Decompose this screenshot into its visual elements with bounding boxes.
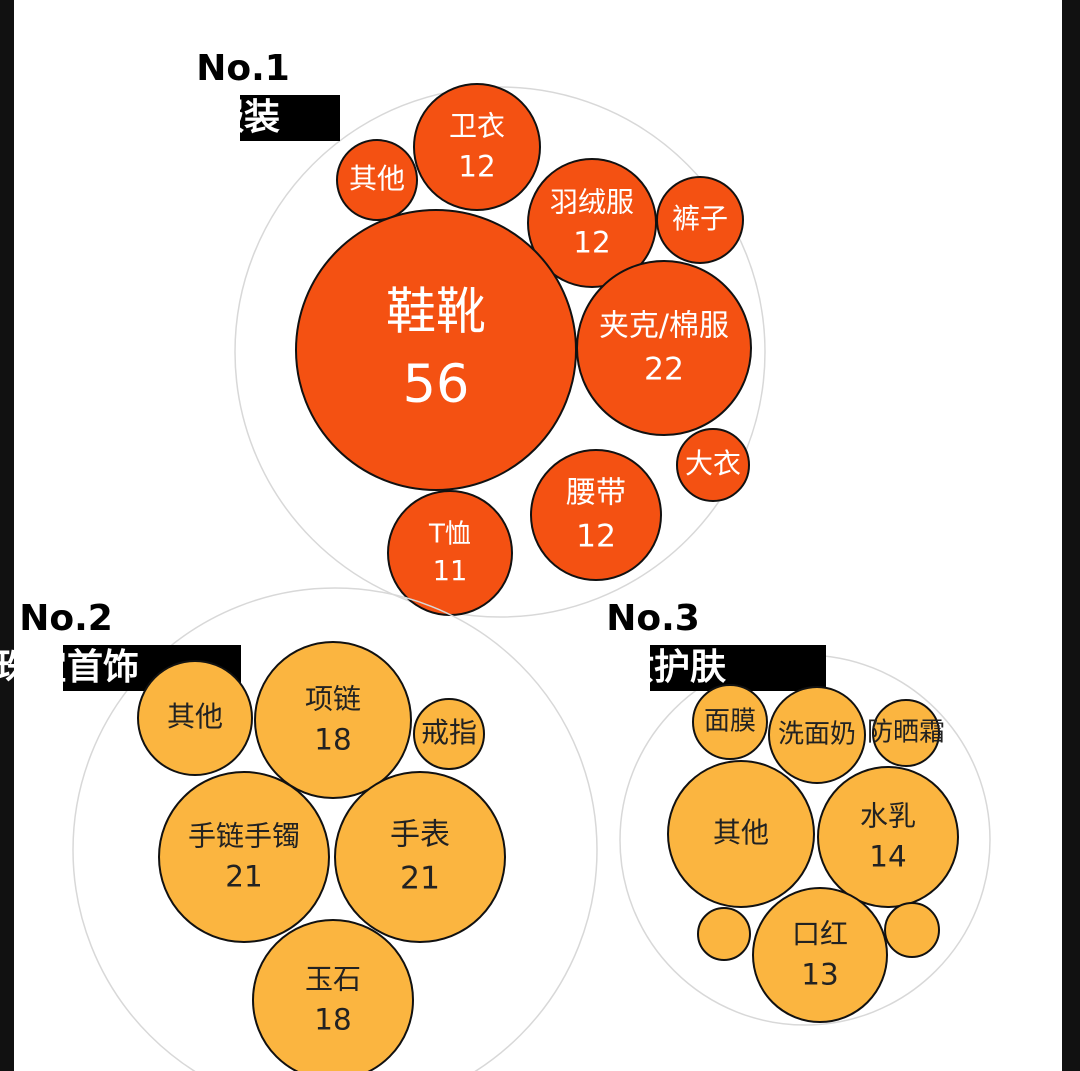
- bubble-label: 腰带: [566, 476, 626, 511]
- bubble-label: 鞋靴: [386, 283, 486, 341]
- bubble: [137, 660, 253, 776]
- bubble-value: 12: [576, 519, 616, 555]
- bubble: [413, 83, 541, 211]
- bubble-label: 夹克/棉服: [599, 309, 729, 344]
- bubble-label: 口红: [792, 917, 848, 950]
- bubble: [676, 428, 750, 502]
- group-outline: [234, 86, 766, 618]
- bubble-value: 13: [801, 958, 838, 992]
- bubble: [527, 158, 657, 288]
- bubble-label: 面膜: [704, 707, 756, 737]
- bubble: [752, 887, 888, 1023]
- bubble-label: 手链手镯: [188, 819, 300, 852]
- group-title: 服装: [208, 97, 280, 138]
- bubble-label: 手表: [390, 818, 450, 853]
- right-edge: [1062, 0, 1080, 1071]
- rank-label: No.2: [19, 598, 113, 639]
- bubble-value: 22: [644, 352, 684, 388]
- bubble-label: 其他: [349, 162, 405, 195]
- bubble-label: 裤子: [672, 202, 728, 235]
- rank-label: No.1: [196, 48, 290, 89]
- bubble-label: 大衣: [685, 447, 741, 480]
- bubble-value: 56: [403, 354, 470, 415]
- bubble-value: 14: [869, 840, 906, 874]
- bubble: [387, 490, 513, 616]
- bubble-value: 12: [573, 226, 610, 260]
- bubble: [334, 771, 506, 943]
- bubble: [697, 907, 751, 961]
- bubble-value: 18: [314, 723, 351, 757]
- bubble-value: 21: [400, 861, 440, 897]
- bubble: [295, 209, 577, 491]
- left-edge: [0, 0, 14, 1071]
- bubble: [872, 699, 940, 767]
- bubble-label: 卫衣: [449, 109, 505, 142]
- bubble: [530, 449, 662, 581]
- bubble-value: 21: [225, 860, 262, 894]
- bubble-label: 羽绒服: [550, 185, 634, 218]
- bubble: [158, 771, 330, 943]
- bubble: [884, 902, 940, 958]
- group-title: 美妆护肤: [582, 647, 726, 688]
- bubble: [576, 260, 752, 436]
- group-outline: [72, 587, 598, 1071]
- bubble-label: T恤: [428, 519, 471, 549]
- bubble: [768, 686, 866, 784]
- bubble: [413, 698, 485, 770]
- group-title: 珠宝首饰: [0, 647, 139, 688]
- bubble-value: 11: [433, 556, 468, 587]
- title-box: [650, 645, 826, 691]
- bubble-label: 玉石: [305, 962, 361, 995]
- bubble-label: 其他: [167, 700, 223, 733]
- bubble-label: 戒指: [421, 716, 477, 749]
- bubble: [252, 919, 414, 1071]
- bubble: [667, 760, 815, 908]
- bubble-label: 项链: [305, 682, 361, 715]
- bubble-label: 水乳: [860, 799, 916, 832]
- bubble-label: 洗面奶: [778, 720, 856, 750]
- bubble-value: 18: [314, 1003, 351, 1037]
- bubble-label: 防晒霜: [867, 718, 945, 748]
- bubble: [336, 139, 418, 221]
- rank-label: No.3: [606, 598, 700, 639]
- title-box: [240, 95, 340, 141]
- bubble: [817, 766, 959, 908]
- bubble-value: 12: [458, 150, 495, 184]
- bubble: [692, 684, 768, 760]
- bubble-label: 其他: [713, 816, 769, 849]
- bubble: [254, 641, 412, 799]
- bubble: [656, 176, 744, 264]
